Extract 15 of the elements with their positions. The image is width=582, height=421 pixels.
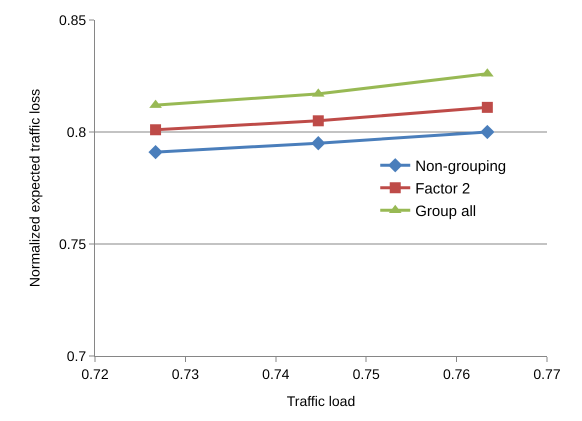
- x-tick-label: 0.74: [262, 366, 290, 382]
- x-tick-label: 0.73: [172, 366, 200, 382]
- x-axis-title: Traffic load: [286, 393, 356, 410]
- x-tick-label: 0.75: [352, 366, 380, 382]
- legend-label: Non-grouping: [415, 158, 506, 176]
- x-tick-label: 0.76: [442, 366, 470, 382]
- y-tick-label: 0.8: [66, 124, 86, 140]
- y-tick-label: 0.7: [66, 348, 86, 364]
- y-axis-title: Normalized expected traffic loss: [26, 88, 43, 288]
- legend-label: Factor 2: [415, 180, 470, 198]
- y-tick-label: 0.85: [58, 12, 86, 28]
- x-tick-label: 0.77: [533, 366, 561, 382]
- x-tick-label: 0.72: [81, 366, 109, 382]
- y-tick-label: 0.75: [58, 236, 86, 252]
- legend-label: Group all: [415, 203, 476, 220]
